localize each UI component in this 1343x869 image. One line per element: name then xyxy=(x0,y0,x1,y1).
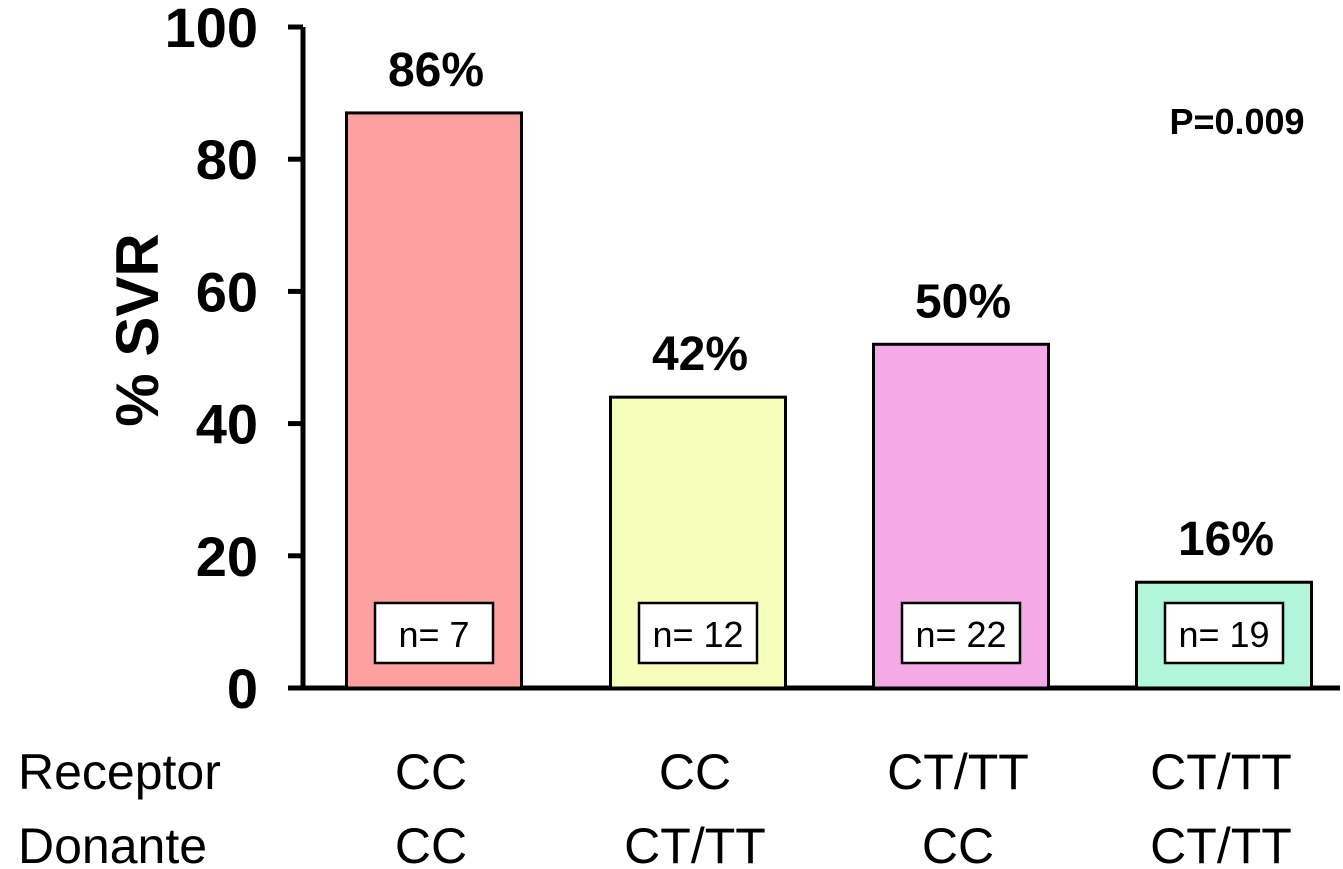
data-label-2: 42% xyxy=(652,328,748,381)
y-tick-label-40: 40 xyxy=(196,393,258,456)
n-label-4: n= 19 xyxy=(1178,614,1269,655)
y-tick-label-80: 80 xyxy=(196,128,258,191)
receptor-label-1: CC xyxy=(395,744,467,800)
n-box-3 xyxy=(900,601,1022,665)
bars xyxy=(345,111,1313,690)
data-label-3: 50% xyxy=(915,275,1011,328)
donante-label-4: CT/TT xyxy=(1150,818,1292,869)
n-box-1 xyxy=(373,601,495,665)
donante-label-1: CC xyxy=(395,818,467,869)
n-box-4 xyxy=(1163,601,1285,665)
row-label-receptor: Receptor xyxy=(18,744,221,800)
n-label-3: n= 22 xyxy=(915,614,1006,655)
receptor-label-4: CT/TT xyxy=(1150,744,1292,800)
donante-label-2: CT/TT xyxy=(624,818,766,869)
row-label-donante: Donante xyxy=(18,818,207,869)
y-tick-label-100: 100 xyxy=(165,0,258,59)
y-tick-label-20: 20 xyxy=(196,525,258,588)
receptor-label-3: CT/TT xyxy=(887,744,1029,800)
receptor-label-2: CC xyxy=(659,744,731,800)
donante-label-3: CC xyxy=(922,818,994,869)
p-value-annotation: P=0.009 xyxy=(1169,101,1304,142)
n-label-2: n= 12 xyxy=(652,614,743,655)
data-label-1: 86% xyxy=(388,44,484,97)
n-label-1: n= 7 xyxy=(398,614,469,655)
bar-1 xyxy=(345,111,523,690)
y-tick-label-60: 60 xyxy=(196,260,258,323)
y-axis-label: % SVR xyxy=(104,233,171,426)
labels: 86% n= 7 CC CC 42% n= 12 CC CT/TT 50% n= 22 CT/TT C… xyxy=(373,44,1292,869)
y-axis: 0 20 40 60 80 100 xyxy=(165,0,1340,720)
n-box-2 xyxy=(637,601,759,665)
data-label-4: 16% xyxy=(1178,513,1274,566)
y-tick-label-0: 0 xyxy=(227,657,258,720)
